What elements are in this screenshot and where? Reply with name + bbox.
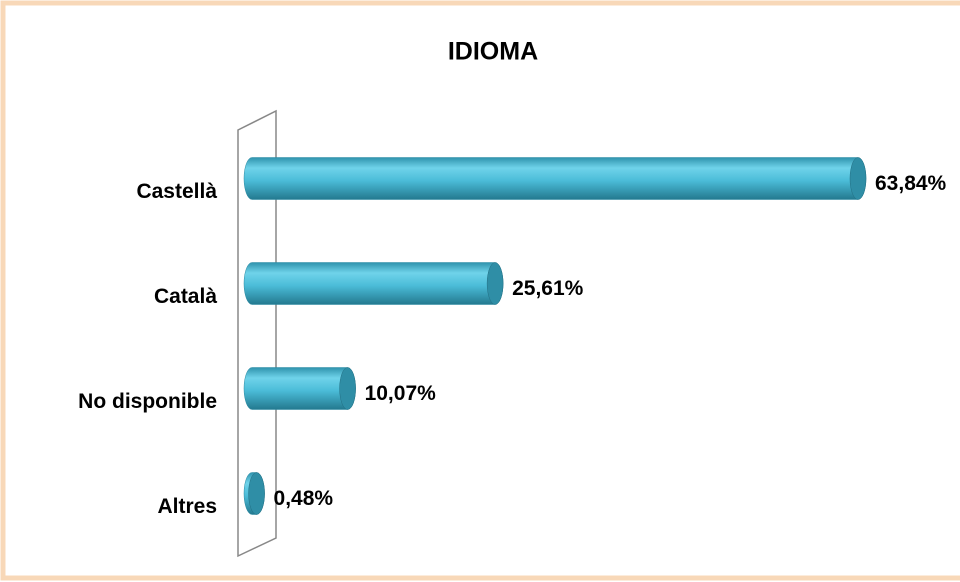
data-label: 25,61% bbox=[512, 277, 584, 300]
bar-cap bbox=[849, 157, 867, 200]
data-label: 10,07% bbox=[365, 382, 437, 405]
category-label: No disponible bbox=[78, 390, 217, 413]
category-label: Altres bbox=[157, 495, 217, 518]
bar-cap bbox=[486, 262, 504, 305]
chart-title: IDIOMA bbox=[448, 38, 538, 66]
bar-cap bbox=[339, 367, 356, 410]
bar-cap bbox=[248, 472, 265, 515]
data-label: 0,48% bbox=[274, 487, 334, 510]
data-label: 63,84% bbox=[875, 172, 947, 195]
bar bbox=[243, 262, 504, 305]
category-label: Català bbox=[154, 285, 217, 308]
bar bbox=[243, 157, 867, 200]
bar bbox=[243, 367, 356, 410]
category-label: Castellà bbox=[136, 180, 217, 203]
axis-wall bbox=[237, 109, 277, 558]
